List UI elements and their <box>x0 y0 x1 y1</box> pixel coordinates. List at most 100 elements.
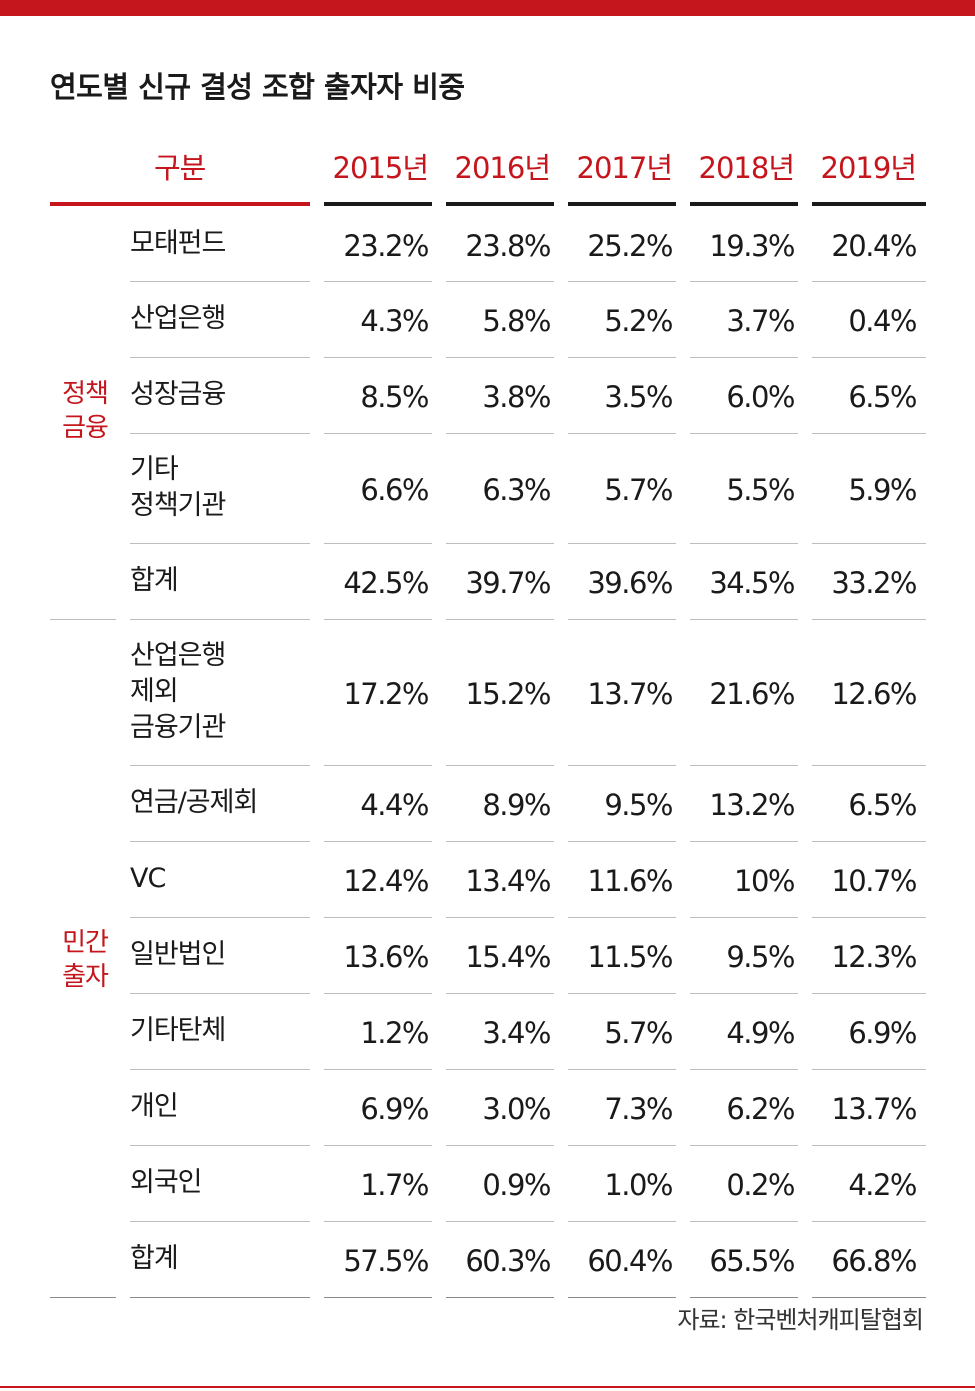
value-cell: 4.9% <box>726 1016 795 1050</box>
row-separator <box>568 1069 676 1070</box>
row-separator <box>568 357 676 358</box>
row-separator <box>568 841 676 842</box>
row-separator <box>690 1145 798 1146</box>
row-separator <box>446 1069 554 1070</box>
row-separator <box>690 1297 798 1298</box>
row-label-line: 연금/공제회 <box>130 787 258 818</box>
group-label-line: 민간 <box>62 928 109 958</box>
row-separator <box>690 917 798 918</box>
value-cell: 5.7% <box>604 1016 673 1050</box>
row-separator <box>690 433 798 434</box>
value-cell: 4.3% <box>360 304 429 338</box>
row-separator <box>812 1069 926 1070</box>
value-cell: 13.6% <box>343 940 429 974</box>
value-cell: 1.7% <box>360 1168 429 1202</box>
value-cell: 33.2% <box>831 566 917 600</box>
value-cell: 12.6% <box>831 677 917 711</box>
value-cell: 0.4% <box>848 304 917 338</box>
row-separator <box>324 433 432 434</box>
row-separator <box>812 543 926 544</box>
row-label-line: 외국인 <box>130 1167 203 1198</box>
row-separator <box>50 1297 116 1298</box>
value-cell: 13.2% <box>709 788 795 822</box>
row-separator <box>130 543 310 544</box>
row-separator <box>324 357 432 358</box>
row-separator <box>130 1145 310 1146</box>
row-label-line: 기타탄체 <box>130 1015 226 1046</box>
row-label: 연금/공제회 <box>130 765 310 841</box>
row-label-line: 합계 <box>130 1243 179 1274</box>
value-cell: 3.0% <box>482 1092 551 1126</box>
value-cell: 7.3% <box>604 1092 673 1126</box>
row-label-line: 제외 <box>130 676 179 707</box>
value-cell: 4.4% <box>360 788 429 822</box>
row-separator <box>446 543 554 544</box>
value-cell: 20.4% <box>831 229 917 263</box>
year-header-rule <box>568 202 676 206</box>
category-header: 구분 <box>154 151 206 185</box>
row-separator <box>568 433 676 434</box>
row-label: 산업은행 제외 금융기관 <box>130 619 310 765</box>
row-label-line: 성장금융 <box>130 379 226 410</box>
row-label: 기타탄체 <box>130 993 310 1069</box>
row-separator <box>324 1297 432 1298</box>
value-cell: 3.7% <box>726 304 795 338</box>
row-separator <box>690 993 798 994</box>
row-separator <box>446 1297 554 1298</box>
row-separator <box>130 993 310 994</box>
row-separator <box>812 1221 926 1222</box>
row-separator <box>446 281 554 282</box>
row-separator <box>130 281 310 282</box>
value-cell: 6.3% <box>482 473 551 507</box>
year-header: 2018년 <box>698 151 795 185</box>
row-label-line: 산업은행 <box>130 303 226 334</box>
value-cell: 1.0% <box>604 1168 673 1202</box>
row-label-line: 정책기관 <box>130 490 226 521</box>
year-header-rule <box>324 202 432 206</box>
row-separator <box>446 433 554 434</box>
value-cell: 3.8% <box>482 380 551 414</box>
row-separator <box>568 619 676 620</box>
group-label-line: 금융 <box>62 413 109 443</box>
row-label: 합계 <box>130 543 310 619</box>
row-label: 개인 <box>130 1069 310 1145</box>
row-separator <box>812 765 926 766</box>
value-cell: 5.2% <box>604 304 673 338</box>
row-separator <box>130 433 310 434</box>
value-cell: 10.7% <box>831 864 917 898</box>
value-cell: 15.4% <box>465 940 551 974</box>
row-separator <box>130 619 310 620</box>
value-cell: 6.2% <box>726 1092 795 1126</box>
value-cell: 5.8% <box>482 304 551 338</box>
row-separator <box>568 543 676 544</box>
value-cell: 0.9% <box>482 1168 551 1202</box>
row-label-line: 개인 <box>130 1091 179 1122</box>
row-separator <box>324 1145 432 1146</box>
row-separator <box>568 993 676 994</box>
row-separator <box>812 357 926 358</box>
year-header: 2015년 <box>332 151 429 185</box>
value-cell: 12.4% <box>343 864 429 898</box>
value-cell: 5.7% <box>604 473 673 507</box>
row-separator <box>324 281 432 282</box>
row-separator <box>812 433 926 434</box>
value-cell: 5.9% <box>848 473 917 507</box>
row-separator <box>812 841 926 842</box>
value-cell: 60.4% <box>587 1244 673 1278</box>
row-separator <box>324 841 432 842</box>
row-label: VC <box>130 841 310 917</box>
value-cell: 8.5% <box>360 380 429 414</box>
value-cell: 6.5% <box>848 380 917 414</box>
value-cell: 12.3% <box>831 940 917 974</box>
row-separator <box>446 1145 554 1146</box>
row-separator <box>568 765 676 766</box>
row-separator <box>130 765 310 766</box>
row-label: 산업은행 <box>130 281 310 357</box>
row-label: 성장금융 <box>130 357 310 433</box>
row-label: 일반법인 <box>130 917 310 993</box>
row-label-line: 합계 <box>130 565 179 596</box>
value-cell: 23.2% <box>343 229 429 263</box>
row-label-line: 금융기관 <box>130 712 226 743</box>
value-cell: 66.8% <box>831 1244 917 1278</box>
value-cell: 6.6% <box>360 473 429 507</box>
